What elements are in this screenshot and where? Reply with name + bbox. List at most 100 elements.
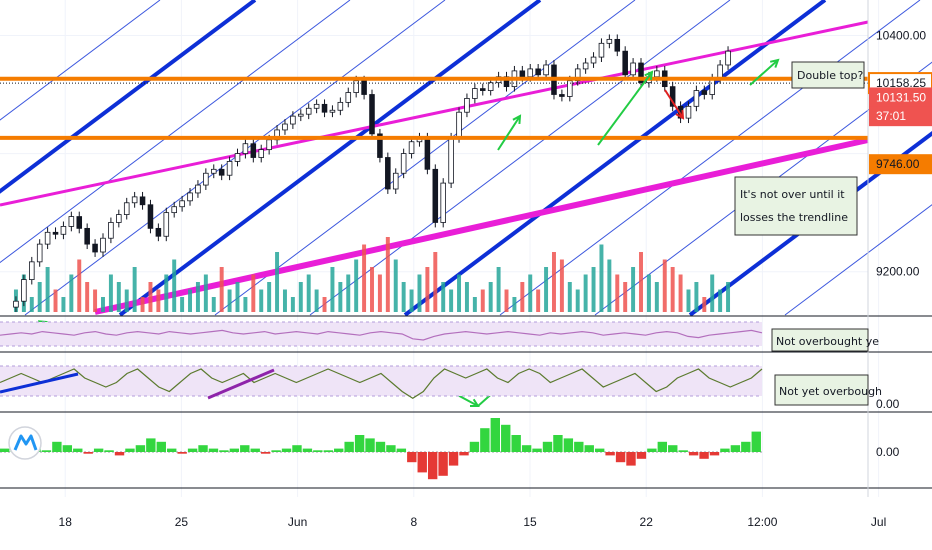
candle-body	[424, 137, 431, 170]
volume-bar	[591, 267, 596, 312]
volume-bar	[528, 274, 533, 312]
candle-body	[44, 231, 51, 245]
volume-bar	[132, 267, 137, 312]
volume-bar	[45, 267, 50, 312]
volume-bar	[156, 289, 161, 312]
hist-bar	[114, 452, 125, 456]
time-tick-5: 22	[640, 515, 654, 529]
volume-bar	[140, 297, 145, 312]
candle-body	[472, 88, 478, 99]
candle-body	[361, 80, 367, 95]
candle-body	[131, 196, 138, 204]
hist-bar	[532, 448, 542, 452]
volume-bar	[678, 274, 683, 312]
candle-body	[250, 143, 257, 158]
candle-body	[60, 226, 67, 235]
hist-bar	[657, 441, 668, 452]
candle-body	[440, 182, 446, 223]
candle-body	[139, 196, 146, 206]
hist-bar	[709, 452, 720, 456]
candle-body	[448, 137, 454, 184]
hist-bar	[699, 452, 709, 459]
volume-bar	[370, 267, 374, 312]
candle-body	[171, 206, 177, 214]
volume-bar	[631, 267, 636, 312]
time-tick-7: Jul	[871, 515, 886, 529]
volume-bar	[61, 297, 66, 312]
candle-body	[290, 115, 296, 125]
annotation-trendline-line1: It's not over until it	[740, 188, 845, 201]
price-tag-label: 10131.50	[876, 90, 926, 104]
arrow-green-peak	[597, 71, 653, 146]
hist-bar	[741, 441, 751, 452]
candle-body	[622, 50, 628, 76]
channel-line-4	[118, 0, 542, 317]
candle-body	[258, 149, 265, 158]
candle-body	[408, 141, 415, 154]
volume-bar	[346, 274, 351, 312]
candle-body	[654, 70, 660, 78]
candle-body	[68, 216, 75, 227]
volume-bar	[243, 297, 248, 312]
candle-body	[123, 202, 130, 215]
hist-bar	[396, 448, 407, 452]
annotation-trendline-line2: losses the trendline	[740, 211, 848, 224]
candle-body	[614, 38, 621, 52]
hist-bar	[375, 441, 386, 452]
hist-bar	[187, 448, 198, 452]
stoch-trend-2	[207, 368, 275, 400]
hist-bar	[511, 435, 521, 452]
volume-bar	[77, 259, 82, 312]
hist-bar	[448, 452, 459, 466]
volume-bar	[172, 259, 177, 312]
rsi-band	[0, 322, 762, 346]
hist-bar	[354, 435, 365, 452]
volume-bar	[101, 297, 105, 312]
volume-bar	[180, 297, 185, 312]
volume-bar	[488, 282, 493, 312]
candle-body	[598, 42, 605, 58]
candle-body	[456, 111, 462, 139]
annotation-stoch-text: Not yet overbough	[779, 385, 882, 398]
channel-line-0	[0, 0, 161, 121]
candle-body	[606, 38, 613, 44]
volume-bar	[203, 274, 208, 312]
horizontal-levels	[0, 76, 868, 140]
hist-bar	[135, 445, 146, 452]
candles	[13, 34, 731, 313]
volume-bar	[108, 274, 113, 312]
volume-bar	[457, 274, 462, 312]
candle-body	[29, 261, 35, 280]
volume-bar	[85, 282, 90, 312]
candle-body	[535, 68, 541, 76]
volume-bar	[599, 244, 604, 312]
price-tag-2: 37:01	[869, 106, 932, 127]
time-tick-1: 25	[175, 515, 189, 529]
hist-bar	[563, 438, 574, 452]
arrow-green-rally	[497, 115, 521, 151]
tradingview-logo-icon[interactable]	[8, 426, 42, 460]
volume-bar	[623, 282, 628, 312]
channel-line-7	[403, 0, 827, 317]
volume-bar	[298, 282, 303, 312]
volume-bar	[639, 252, 643, 312]
candle-body	[725, 50, 731, 66]
candle-body	[400, 153, 407, 174]
hist-bar	[469, 441, 480, 452]
volume-bar	[37, 282, 42, 312]
arrow-green-up-head	[769, 58, 780, 68]
candle-body	[305, 107, 312, 115]
volume-bar	[670, 267, 675, 312]
volume-bar	[188, 289, 192, 312]
price-tag-label: 9746.00	[876, 157, 920, 171]
volume-bar	[195, 282, 200, 312]
volume-bar	[694, 282, 699, 312]
candle-body	[701, 90, 708, 95]
volume-bar	[275, 252, 280, 312]
volume-bar	[259, 289, 264, 312]
hist-bar	[41, 450, 52, 452]
hist-bar	[344, 441, 354, 452]
volume-bars	[13, 237, 731, 312]
hist-bar	[501, 424, 511, 452]
candle-body	[203, 172, 209, 186]
